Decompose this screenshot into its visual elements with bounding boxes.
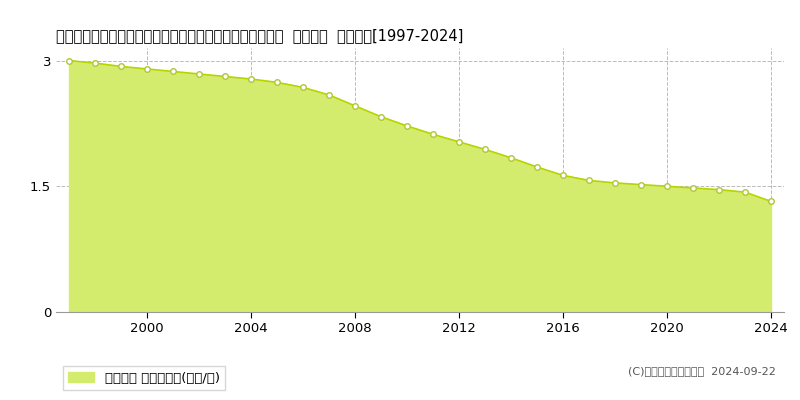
Legend: 基準地価 平均坪単価(万円/坪): 基準地価 平均坪単価(万円/坪) [62, 366, 225, 390]
Text: 北海道紋別郡滝上町字滝ノ上市街地２条通２丁目２番５外  基準地価  地価推移[1997-2024]: 北海道紋別郡滝上町字滝ノ上市街地２条通２丁目２番５外 基準地価 地価推移[199… [56, 28, 463, 43]
Text: (C)土地価格ドットコム  2024-09-22: (C)土地価格ドットコム 2024-09-22 [628, 366, 776, 376]
